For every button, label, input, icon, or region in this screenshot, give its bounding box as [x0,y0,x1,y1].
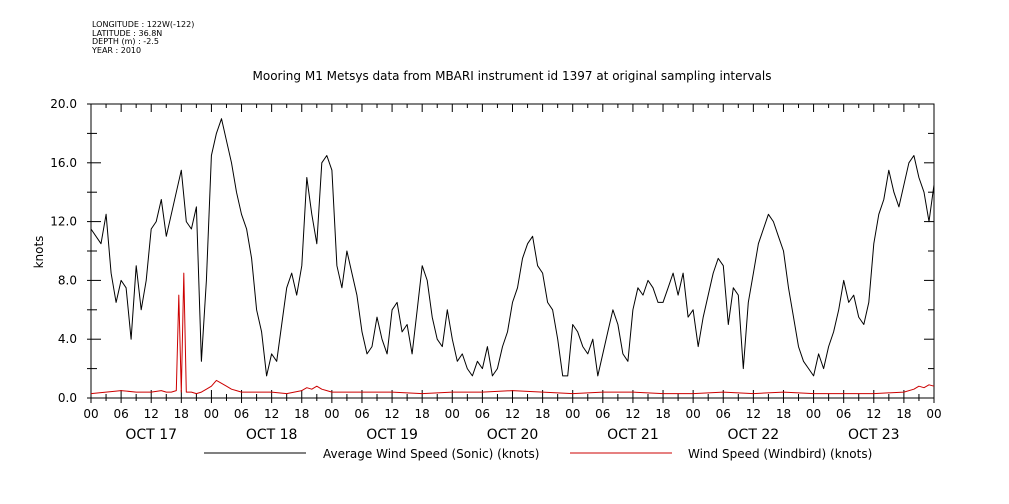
plot-frame [90,103,935,399]
y-tick-label: 4.0 [58,332,77,346]
x-tick-label: 18 [776,407,791,421]
x-tick-label: 00 [204,407,219,421]
x-tick-label: 18 [294,407,309,421]
x-tick-label: 12 [264,407,279,421]
x-tick-label: 06 [475,407,490,421]
x-tick-label: 12 [384,407,399,421]
series-line-windbird [90,272,935,395]
day-label: OCT 21 [607,427,659,443]
chart-title: Mooring M1 Metsys data from MBARI instru… [253,69,772,83]
x-tick-label: 06 [595,407,610,421]
x-tick-label: 12 [625,407,640,421]
day-label: OCT 20 [487,427,539,443]
day-label: OCT 22 [728,427,780,443]
x-tick-label: 18 [535,407,550,421]
metadata-block: LONGITUDE : 122W(-122) LATITUDE : 36.8N … [92,20,195,55]
x-tick-label: 12 [505,407,520,421]
y-tick-label: 20.0 [50,97,77,111]
series-group [90,118,935,395]
x-tick-label: 00 [324,407,339,421]
day-label: OCT 19 [366,427,418,443]
x-tick-label: 00 [445,407,460,421]
year-text: YEAR : 2010 [92,45,142,55]
legend-label-sonic: Average Wind Speed (Sonic) (knots) [323,447,539,461]
x-tick-label: 12 [144,407,159,421]
x-tick-label: 18 [174,407,189,421]
series-line-sonic [90,118,935,377]
axes-group: 0.0 4.0 8.0 12.0 16.0 20.0 00 06 12 18 00 06 12 18 00 0… [50,97,941,443]
x-tick-label: 06 [716,407,731,421]
x-tick-label: 06 [354,407,369,421]
x-tick-label: 06 [113,407,128,421]
depth-text: DEPTH (m) : -2.5 [92,37,159,47]
x-tick-label: 00 [806,407,821,421]
x-tick-label: 12 [866,407,881,421]
x-tick-label: 00 [926,407,941,421]
day-label: OCT 17 [125,427,177,443]
x-tick-label: 00 [686,407,701,421]
latitude-text: LATITUDE : 36.8N [92,28,163,38]
day-label: OCT 23 [848,427,900,443]
y-tick-label: 16.0 [50,156,77,170]
x-tick-label: 00 [83,407,98,421]
x-tick-label: 18 [896,407,911,421]
y-axis-label: knots [32,236,46,269]
x-tick-label: 18 [655,407,670,421]
day-label: OCT 18 [246,427,298,443]
x-tick-label: 12 [746,407,761,421]
x-tick-label: 06 [234,407,249,421]
longitude-text: LONGITUDE : 122W(-122) [92,20,195,29]
y-tick-label: 12.0 [50,215,77,229]
x-tick-label: 18 [415,407,430,421]
x-tick-label: 00 [565,407,580,421]
x-tick-label: 06 [836,407,851,421]
y-tick-label: 8.0 [58,273,77,287]
legend: Average Wind Speed (Sonic) (knots) Wind … [204,447,872,461]
y-tick-label: 0.0 [58,391,77,405]
legend-label-windbird: Wind Speed (Windbird) (knots) [688,447,872,461]
